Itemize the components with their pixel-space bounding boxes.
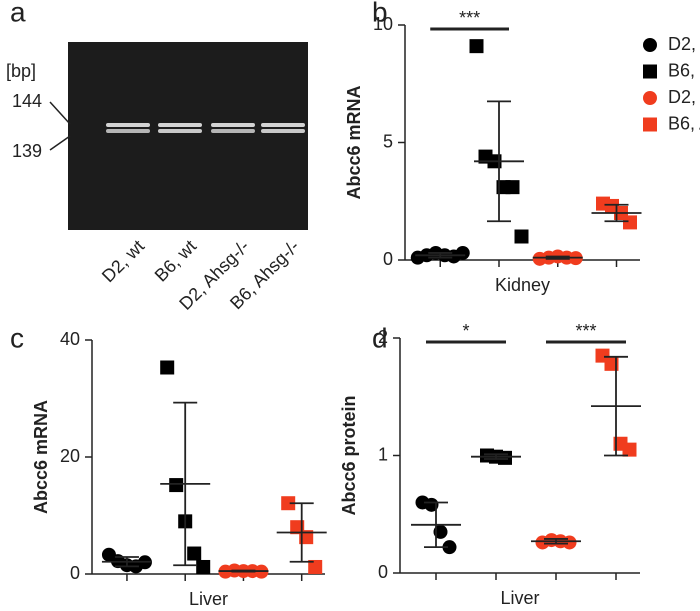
legend-marker (643, 117, 657, 132)
gel-image (68, 42, 308, 230)
data-point (623, 215, 637, 230)
data-point (604, 356, 619, 371)
lane-label: B6, wt (151, 236, 201, 286)
y-tick-label: 2 (378, 327, 388, 347)
data-point (160, 360, 175, 375)
y-tick-label: 5 (383, 131, 393, 151)
gel-band (158, 129, 202, 133)
gel-band (106, 129, 150, 133)
marker-pointer (49, 135, 71, 151)
data-point (622, 442, 637, 457)
data-point (469, 39, 484, 54)
panel-letter: d (372, 322, 388, 353)
significance-label: *** (459, 8, 480, 28)
data-point (505, 180, 520, 195)
x-axis-title: Liver (189, 589, 228, 609)
gel-band (106, 123, 150, 127)
x-axis-title: Liver (500, 588, 539, 608)
data-point (455, 245, 470, 260)
y-tick-label: 20 (60, 446, 80, 466)
data-point (424, 497, 439, 512)
y-tick-label: 1 (378, 444, 388, 464)
legend-label: B6, Ahsg-/- (668, 113, 700, 133)
legend-label: B6, wt (668, 60, 700, 80)
x-axis-title: Kidney (495, 275, 550, 295)
y-tick-label: 0 (383, 249, 393, 269)
data-point (281, 496, 296, 511)
data-point (514, 229, 529, 244)
marker-label: 139 (12, 141, 42, 161)
legend-marker (643, 64, 657, 79)
gel-band (211, 129, 255, 133)
gel-band (158, 123, 202, 127)
panel-letter: a (10, 0, 26, 27)
data-point (442, 540, 457, 555)
y-tick-label: 10 (373, 14, 393, 34)
legend-label: D2, wt (668, 34, 700, 54)
y-axis-title: Abcc6 mRNA (31, 400, 51, 514)
data-point (433, 524, 448, 539)
marker-pointer (49, 101, 71, 125)
gel-band (211, 123, 255, 127)
data-point (196, 559, 211, 574)
data-point (299, 530, 314, 545)
y-tick-label: 40 (60, 329, 80, 349)
data-point (498, 450, 512, 465)
significance-label: *** (575, 321, 596, 341)
gel-band (261, 123, 305, 127)
legend-marker (643, 91, 657, 105)
significance-label: * (462, 321, 469, 341)
data-point (562, 535, 577, 550)
lane-label: D2, wt (98, 236, 148, 286)
legend-marker (643, 38, 657, 52)
panel-letter: b (372, 0, 388, 27)
y-axis-title: Abcc6 mRNA (344, 85, 364, 199)
data-point (308, 559, 323, 574)
marker-label: 144 (12, 91, 42, 111)
gel-unit: [bp] (6, 61, 36, 81)
y-tick-label: 0 (378, 562, 388, 582)
panel-letter: c (10, 322, 24, 353)
gel-band (261, 129, 305, 133)
legend-label: D2, Ahsg-/- (668, 87, 700, 107)
y-tick-label: 0 (70, 563, 80, 583)
y-axis-title: Abcc6 protein (339, 395, 359, 515)
data-point (187, 546, 202, 561)
data-point (169, 478, 184, 493)
